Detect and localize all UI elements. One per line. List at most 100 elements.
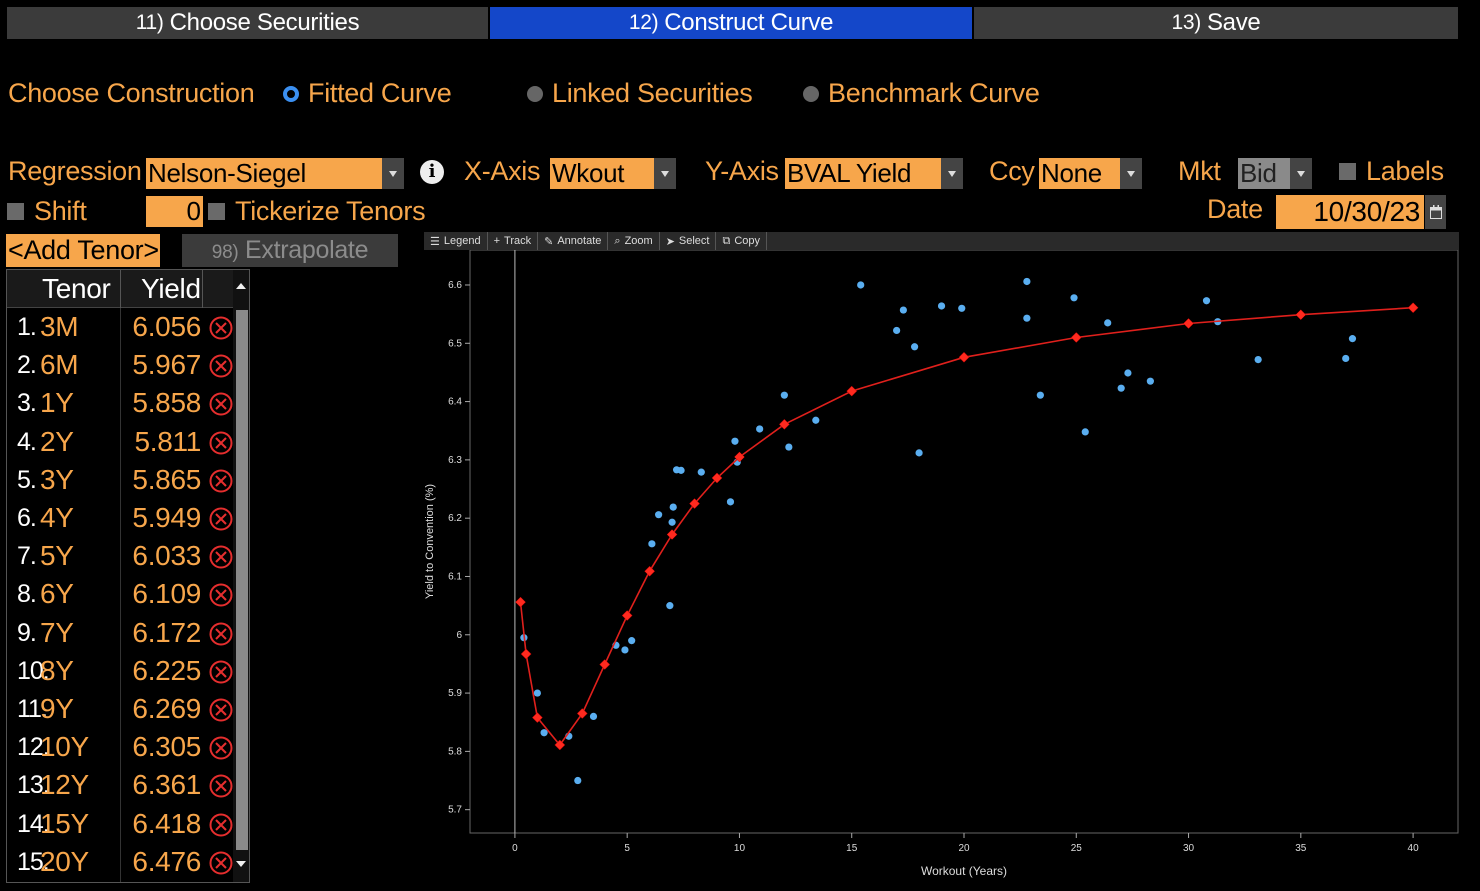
remove-icon[interactable]: [209, 431, 233, 455]
yield-curve-chart[interactable]: 5.7 5.8 5.9 6 6.1 6.2 6.3 6.4 6.5 6.6 0 5 10 15 20 25 30…: [424, 250, 1460, 886]
info-icon[interactable]: i: [420, 160, 444, 184]
table-row[interactable]: 3. 1Y 5.858: [7, 384, 249, 422]
tickerize-checkbox[interactable]: Tickerize Tenors: [208, 196, 426, 227]
remove-icon[interactable]: [209, 583, 233, 607]
remove-icon[interactable]: [209, 392, 233, 416]
tenor-cell[interactable]: 9Y: [40, 693, 74, 724]
yield-cell[interactable]: 5.949: [132, 502, 201, 533]
table-row[interactable]: 1. 3M 6.056: [7, 308, 249, 346]
remove-icon[interactable]: [209, 354, 233, 378]
remove-icon[interactable]: [209, 469, 233, 493]
table-row[interactable]: 6. 4Y 5.949: [7, 499, 249, 537]
yield-cell[interactable]: 6.418: [132, 807, 201, 839]
remove-icon[interactable]: [209, 545, 233, 569]
checkbox-box[interactable]: [208, 203, 225, 220]
remove-icon[interactable]: [209, 622, 233, 646]
annotate-button[interactable]: ✎ Annotate: [538, 232, 609, 250]
table-row[interactable]: 12. 10Y 6.305: [7, 728, 249, 766]
tab-save[interactable]: 13) Save: [974, 7, 1458, 39]
chevron-down-icon[interactable]: [382, 158, 404, 189]
yield-cell[interactable]: 6.269: [132, 693, 201, 724]
chevron-down-icon[interactable]: [941, 158, 963, 189]
yield-cell[interactable]: 6.361: [132, 769, 201, 801]
tenor-cell[interactable]: 10Y: [40, 731, 89, 763]
yield-cell[interactable]: 6.305: [132, 731, 201, 763]
labels-checkbox[interactable]: Labels: [1339, 156, 1444, 187]
table-row[interactable]: 9. 7Y 6.172: [7, 614, 249, 652]
copy-button[interactable]: ⧉ Copy: [716, 232, 768, 250]
remove-icon[interactable]: [209, 316, 233, 340]
yaxis-select[interactable]: BVAL Yield: [785, 158, 963, 189]
remove-icon[interactable]: [209, 660, 233, 684]
yield-cell[interactable]: 5.865: [132, 463, 201, 495]
chevron-down-icon[interactable]: [1290, 158, 1312, 189]
chevron-down-icon[interactable]: [654, 158, 676, 189]
radio-benchmark-curve[interactable]: Benchmark Curve: [803, 78, 1040, 109]
scroll-up-icon[interactable]: [236, 282, 246, 290]
tenor-cell[interactable]: 6M: [40, 349, 79, 381]
table-row[interactable]: 11. 9Y 6.269: [7, 690, 249, 728]
yield-cell[interactable]: 5.811: [134, 425, 202, 457]
remove-icon[interactable]: [209, 851, 233, 875]
tab-construct-curve[interactable]: 12) Construct Curve: [490, 7, 972, 39]
table-row[interactable]: 8. 6Y 6.109: [7, 575, 249, 613]
tab-choose-securities[interactable]: 11) Choose Securities: [7, 7, 488, 39]
date-input[interactable]: 10/30/23: [1276, 195, 1424, 229]
tenor-cell[interactable]: 5Y: [40, 540, 74, 572]
chevron-down-icon[interactable]: [1120, 158, 1142, 189]
table-row[interactable]: 7. 5Y 6.033: [7, 537, 249, 575]
remove-icon[interactable]: [209, 507, 233, 531]
checkbox-box[interactable]: [7, 203, 24, 220]
tenor-cell[interactable]: 3Y: [40, 463, 74, 495]
radio-linked-securities[interactable]: Linked Securities: [527, 78, 753, 109]
yield-cell[interactable]: 6.033: [132, 540, 201, 572]
shift-input[interactable]: 0: [146, 196, 203, 227]
tenor-cell[interactable]: 12Y: [40, 769, 89, 801]
shift-checkbox[interactable]: Shift: [7, 196, 87, 227]
tenor-cell[interactable]: 20Y: [40, 845, 89, 877]
regression-select[interactable]: Nelson-Siegel: [146, 158, 404, 189]
tenor-cell[interactable]: 8Y: [40, 654, 74, 686]
yield-cell[interactable]: 5.967: [132, 349, 201, 381]
xaxis-select[interactable]: Wkout: [550, 158, 676, 189]
remove-icon[interactable]: [209, 736, 233, 760]
tenor-cell[interactable]: 7Y: [40, 616, 74, 648]
tenor-cell[interactable]: 6Y: [40, 578, 74, 610]
tenor-cell[interactable]: 1Y: [40, 387, 74, 419]
tenor-cell[interactable]: 15Y: [40, 807, 89, 839]
yield-cell[interactable]: 6.109: [132, 578, 201, 610]
calendar-icon[interactable]: [1425, 195, 1446, 229]
zoom-button[interactable]: ⌕ Zoom: [608, 232, 660, 250]
add-tenor-button[interactable]: <Add Tenor>: [6, 234, 160, 267]
yield-cell[interactable]: 6.172: [132, 616, 201, 648]
column-header-tenor[interactable]: Tenor: [42, 273, 111, 304]
ccy-select[interactable]: None: [1039, 158, 1142, 189]
table-row[interactable]: 10. 8Y 6.225: [7, 652, 249, 690]
tenor-cell[interactable]: 2Y: [40, 425, 74, 457]
checkbox-box[interactable]: [1339, 163, 1356, 180]
scrollbar-thumb[interactable]: [236, 310, 248, 850]
scroll-down-icon[interactable]: [236, 860, 246, 868]
mkt-select[interactable]: Bid: [1238, 158, 1312, 189]
table-row[interactable]: 2. 6M 5.967: [7, 346, 249, 384]
table-row[interactable]: 4. 2Y 5.811: [7, 423, 249, 461]
yield-cell[interactable]: 6.225: [132, 654, 201, 686]
table-row[interactable]: 15. 20Y 6.476: [7, 843, 249, 881]
legend-button[interactable]: ☰ Legend: [424, 232, 488, 250]
tenor-cell[interactable]: 4Y: [40, 502, 74, 533]
radio-fitted-curve[interactable]: Fitted Curve: [283, 78, 452, 109]
table-row[interactable]: 14. 15Y 6.418: [7, 805, 249, 843]
yield-cell[interactable]: 6.476: [132, 845, 201, 877]
column-header-yield[interactable]: Yield: [141, 273, 201, 304]
tenor-cell[interactable]: 3M: [40, 311, 79, 342]
table-row[interactable]: 13. 12Y 6.361: [7, 766, 249, 804]
select-button[interactable]: ➤ Select: [660, 232, 717, 250]
remove-icon[interactable]: [209, 698, 233, 722]
extrapolate-button[interactable]: 98) Extrapolate: [182, 234, 398, 267]
remove-icon[interactable]: [209, 774, 233, 798]
table-row[interactable]: 5. 3Y 5.865: [7, 461, 249, 499]
track-button[interactable]: + Track: [488, 232, 539, 250]
yield-cell[interactable]: 5.858: [132, 387, 201, 419]
remove-icon[interactable]: [209, 813, 233, 837]
yield-cell[interactable]: 6.056: [132, 311, 201, 342]
